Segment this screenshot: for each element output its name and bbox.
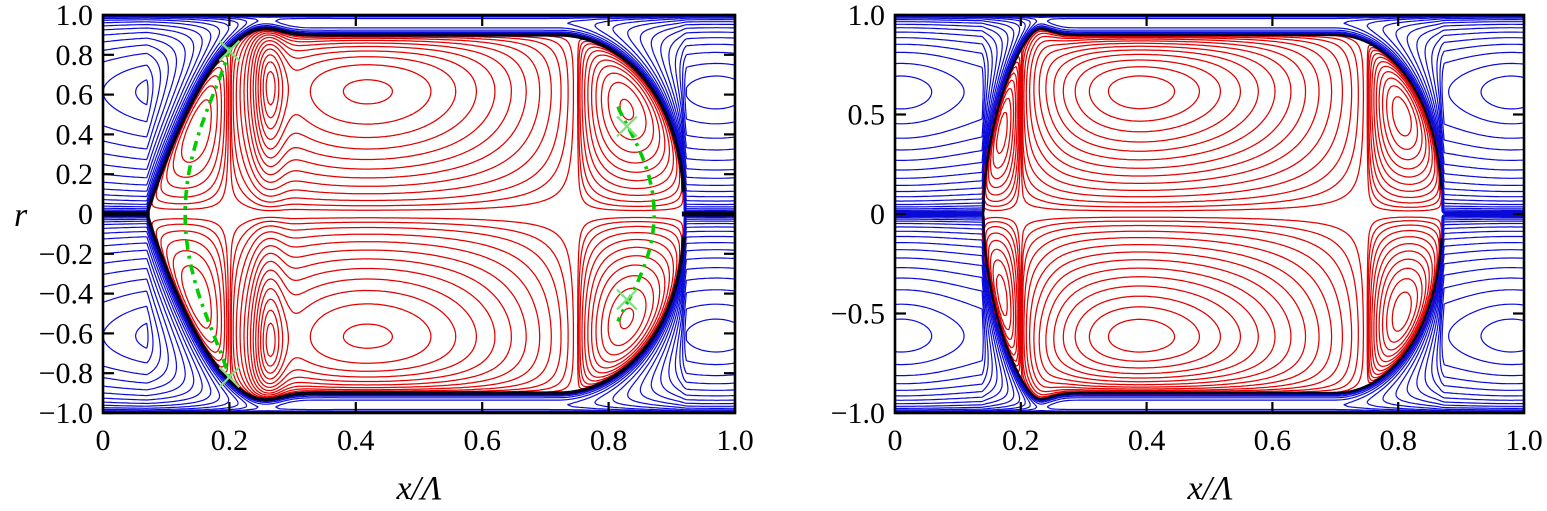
inner-streamline-contour bbox=[255, 43, 647, 385]
bubble-boundary-curve bbox=[981, 27, 1443, 401]
inner-streamline-contour bbox=[989, 38, 1433, 390]
inner-streamline-contour bbox=[166, 29, 678, 399]
x-tick-label: 0.8 bbox=[1379, 424, 1417, 457]
y-tick-label: 0 bbox=[870, 198, 885, 231]
y-tick-label: −0.4 bbox=[39, 278, 93, 311]
y-tick-label: 0.5 bbox=[848, 99, 886, 132]
y-tick-label: 0 bbox=[78, 198, 93, 231]
y-tick-label: −0.5 bbox=[831, 298, 885, 331]
y-tick-label: −0.2 bbox=[39, 238, 93, 271]
x-tick-label: 0.6 bbox=[463, 424, 501, 457]
x-marker bbox=[616, 115, 638, 138]
right-panel: 0 0.2 0.4 0.6 0.8 1.0 1.0 0.5 0 −0.5 −1.0 bbox=[831, 0, 1543, 457]
left-panel: 0 0.2 0.4 0.6 0.8 1.0 1.0 0.8 0.6 0.4 0.2 0 −0.2 −0.4… bbox=[39, 0, 754, 457]
x-tick-label: 0.6 bbox=[1254, 424, 1292, 457]
outer-streamline-contour bbox=[102, 43, 736, 385]
inner-streamline-contour bbox=[992, 40, 1430, 388]
inner-streamline-contour bbox=[265, 70, 276, 358]
outer-streamline-contour bbox=[895, 43, 1525, 385]
y-tick-label: −0.6 bbox=[39, 317, 93, 350]
inner-streamline-contour bbox=[180, 32, 671, 396]
inner-streamline-contour bbox=[262, 61, 280, 367]
x-tick-label: 0.4 bbox=[1128, 424, 1166, 457]
y-tick-label: 1.0 bbox=[848, 0, 886, 32]
y-tick-label: 0.6 bbox=[56, 79, 94, 112]
y-tick-label: 0.2 bbox=[56, 158, 94, 191]
y-tick-label: 0.4 bbox=[56, 118, 94, 151]
outer-streamline-contour bbox=[894, 23, 1525, 405]
inner-streamline-contour bbox=[987, 35, 1436, 393]
inner-streamline-contour bbox=[1062, 53, 1412, 375]
inner-streamline-contour bbox=[1045, 45, 1423, 383]
inner-streamline-contour bbox=[257, 48, 635, 380]
inner-streamline-contour bbox=[249, 36, 661, 392]
x-tick-label: 0 bbox=[888, 424, 903, 457]
left-y-axis-label: r bbox=[14, 197, 28, 234]
inner-streamline-contour bbox=[172, 30, 675, 398]
outer-streamline-contour bbox=[102, 23, 735, 405]
y-tick-label: −1.0 bbox=[39, 397, 93, 430]
y-tick-label: −0.8 bbox=[39, 357, 93, 390]
inner-streamline-contour bbox=[1088, 66, 1201, 362]
inner-streamline-contour bbox=[160, 28, 681, 400]
x-tick-label: 1.0 bbox=[716, 424, 754, 457]
inner-streamline-contour bbox=[259, 54, 394, 374]
x-tick-label: 0.2 bbox=[1002, 424, 1040, 457]
inner-streamline-contour bbox=[995, 42, 1427, 386]
y-tick-label: 1.0 bbox=[56, 0, 94, 32]
x-marker bbox=[616, 288, 638, 311]
x-marker bbox=[218, 366, 241, 388]
x-tick-label: 0.4 bbox=[337, 424, 375, 457]
outer-streamline-contour bbox=[895, 21, 1525, 407]
theory-boundary-curve bbox=[183, 46, 232, 382]
bubble-boundary-curve bbox=[145, 26, 686, 402]
inner-streamline-contour bbox=[1053, 49, 1419, 379]
inner-streamline-contour bbox=[246, 34, 666, 394]
x-tick-label: 0.2 bbox=[211, 424, 249, 457]
right-x-axis-label: x/Λ bbox=[1186, 470, 1233, 507]
x-tick-label: 1.0 bbox=[1505, 424, 1543, 457]
outer-streamline-contour bbox=[894, 27, 1525, 401]
x-marker bbox=[218, 40, 241, 62]
inner-streamline-contour bbox=[1107, 75, 1176, 353]
inner-streamline-contour bbox=[252, 39, 655, 389]
left-x-axis-label: x/Λ bbox=[395, 470, 442, 507]
y-tick-label: −1.0 bbox=[831, 397, 885, 430]
x-tick-label: 0 bbox=[96, 424, 111, 457]
outer-streamline-contour bbox=[102, 31, 736, 397]
y-tick-label: 0.8 bbox=[56, 39, 94, 72]
inner-streamline-contour bbox=[1074, 59, 1222, 369]
x-tick-label: 0.8 bbox=[590, 424, 628, 457]
